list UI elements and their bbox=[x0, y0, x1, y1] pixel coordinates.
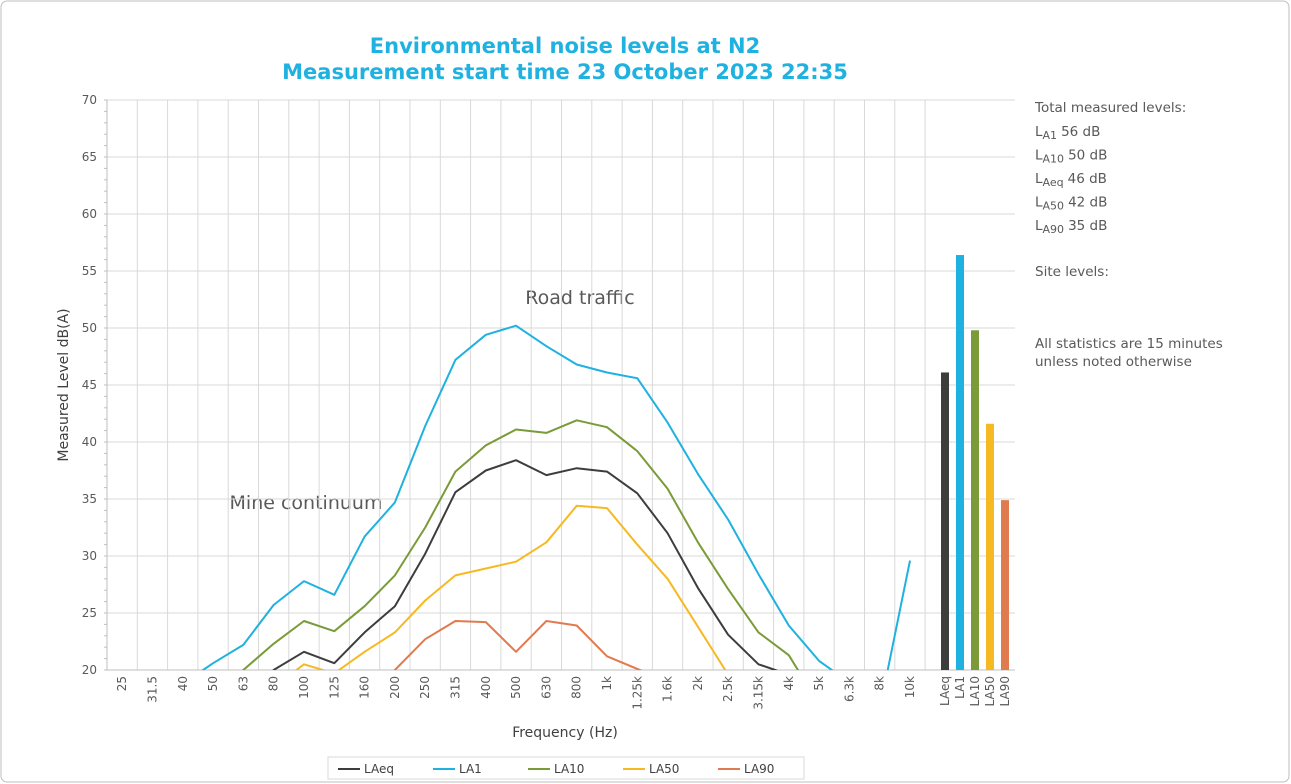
y-tick-label: 25 bbox=[82, 606, 97, 620]
level-sub: A1 bbox=[1043, 129, 1058, 142]
level-sub: Aeq bbox=[1043, 176, 1064, 189]
x-tick-label: 1k bbox=[600, 676, 614, 691]
chart-title: Measurement start time 23 October 2023 2… bbox=[282, 60, 848, 84]
side-level: LA10 50 dB bbox=[1035, 148, 1107, 166]
annotation: Mine continuum bbox=[230, 492, 383, 514]
bar bbox=[971, 330, 979, 670]
x-tick-label: 40 bbox=[176, 676, 190, 691]
side-footnote: unless noted otherwise bbox=[1035, 354, 1192, 370]
level-sub: A90 bbox=[1043, 223, 1065, 236]
x-tick-label: 400 bbox=[479, 676, 493, 699]
x-tick-label: 200 bbox=[388, 676, 402, 699]
x-tick-label: 125 bbox=[327, 676, 341, 699]
bar bbox=[986, 423, 994, 670]
level-symbol: L bbox=[1035, 218, 1043, 234]
level-symbol: L bbox=[1035, 124, 1043, 140]
level-text: 46 dB bbox=[1068, 171, 1107, 187]
level-symbol: L bbox=[1035, 171, 1043, 187]
x-tick-label: 8k bbox=[873, 676, 887, 691]
x-tick-label: 160 bbox=[358, 676, 372, 699]
side-heading: Total measured levels: bbox=[1034, 100, 1186, 116]
y-tick-label: 50 bbox=[82, 321, 97, 335]
side-level: LA50 42 dB bbox=[1035, 195, 1107, 213]
x-tick-label: 800 bbox=[570, 676, 584, 699]
line-series bbox=[201, 324, 911, 670]
level-symbol: L bbox=[1035, 195, 1043, 211]
level-sub: A10 bbox=[1043, 153, 1065, 166]
x-tick-label: 1.6k bbox=[661, 676, 675, 702]
level-text: 42 dB bbox=[1068, 195, 1107, 211]
level-text: 50 dB bbox=[1068, 148, 1107, 164]
x-tick-label: 25 bbox=[115, 676, 129, 691]
x-tick-label: LA90 bbox=[998, 676, 1012, 706]
x-tick-label: LA10 bbox=[968, 676, 982, 706]
x-tick-label: 100 bbox=[297, 676, 311, 699]
legend-label: LA10 bbox=[554, 762, 584, 776]
x-tick-label: 6.3k bbox=[842, 676, 856, 702]
x-tick-label: 10k bbox=[903, 676, 917, 698]
y-tick-label: 40 bbox=[82, 435, 97, 449]
x-tick-label: 80 bbox=[267, 676, 281, 691]
line-series bbox=[294, 504, 727, 670]
x-tick-label: 5k bbox=[812, 676, 826, 691]
x-tick-label: 630 bbox=[539, 676, 553, 699]
level-text: 56 dB bbox=[1061, 124, 1100, 140]
x-tick-label: 250 bbox=[418, 676, 432, 699]
x-tick-label: 4k bbox=[782, 676, 796, 691]
legend-label: LA1 bbox=[459, 762, 482, 776]
y-tick-label: 35 bbox=[82, 492, 97, 506]
x-tick-label: 31.5 bbox=[145, 676, 159, 703]
x-tick-label: 2.5k bbox=[721, 676, 735, 702]
x-tick-label: 500 bbox=[509, 676, 523, 699]
side-level: LA1 56 dB bbox=[1035, 124, 1100, 142]
y-axis-title: Measured Level dB(A) bbox=[56, 308, 72, 461]
annotation: Road traffic bbox=[525, 287, 634, 309]
x-tick-label: 315 bbox=[448, 676, 462, 699]
x-tick-label: 1.25k bbox=[630, 676, 644, 710]
legend-box bbox=[327, 756, 805, 780]
y-tick-label: 60 bbox=[82, 207, 97, 221]
x-tick-label: LA50 bbox=[983, 676, 997, 706]
bar bbox=[956, 255, 964, 671]
y-tick-label: 30 bbox=[82, 549, 97, 563]
y-tick-label: 70 bbox=[82, 93, 97, 107]
x-tick-label: 63 bbox=[236, 676, 250, 691]
level-symbol: L bbox=[1035, 148, 1043, 164]
level-sub: A50 bbox=[1043, 200, 1065, 213]
line-series bbox=[241, 419, 800, 670]
y-tick-label: 20 bbox=[82, 663, 97, 677]
x-tick-label: 3.15k bbox=[751, 676, 765, 710]
line-series bbox=[272, 459, 779, 670]
side-level: LAeq 46 dB bbox=[1035, 171, 1107, 189]
bar bbox=[1001, 500, 1009, 670]
y-tick-label: 55 bbox=[82, 264, 97, 278]
legend-label: LA90 bbox=[744, 762, 774, 776]
side-site: Site levels: bbox=[1035, 264, 1109, 280]
plot-lines bbox=[201, 324, 911, 670]
y-tick-label: 65 bbox=[82, 150, 97, 164]
y-tick-label: 45 bbox=[82, 378, 97, 392]
x-tick-label: 2k bbox=[691, 676, 705, 691]
level-text: 35 dB bbox=[1068, 218, 1107, 234]
legend-label: LA50 bbox=[649, 762, 679, 776]
x-tick-label: LAeq bbox=[938, 676, 952, 706]
side-level: LA90 35 dB bbox=[1035, 218, 1107, 236]
line-series bbox=[393, 620, 643, 670]
bar bbox=[941, 372, 949, 670]
x-axis-title: Frequency (Hz) bbox=[512, 725, 618, 741]
x-tick-label: 50 bbox=[206, 676, 220, 691]
legend-label: LAeq bbox=[364, 762, 394, 776]
side-footnote: All statistics are 15 minutes bbox=[1035, 336, 1223, 352]
x-tick-label: LA1 bbox=[953, 676, 967, 699]
chart-title: Environmental noise levels at N2 bbox=[370, 34, 760, 58]
